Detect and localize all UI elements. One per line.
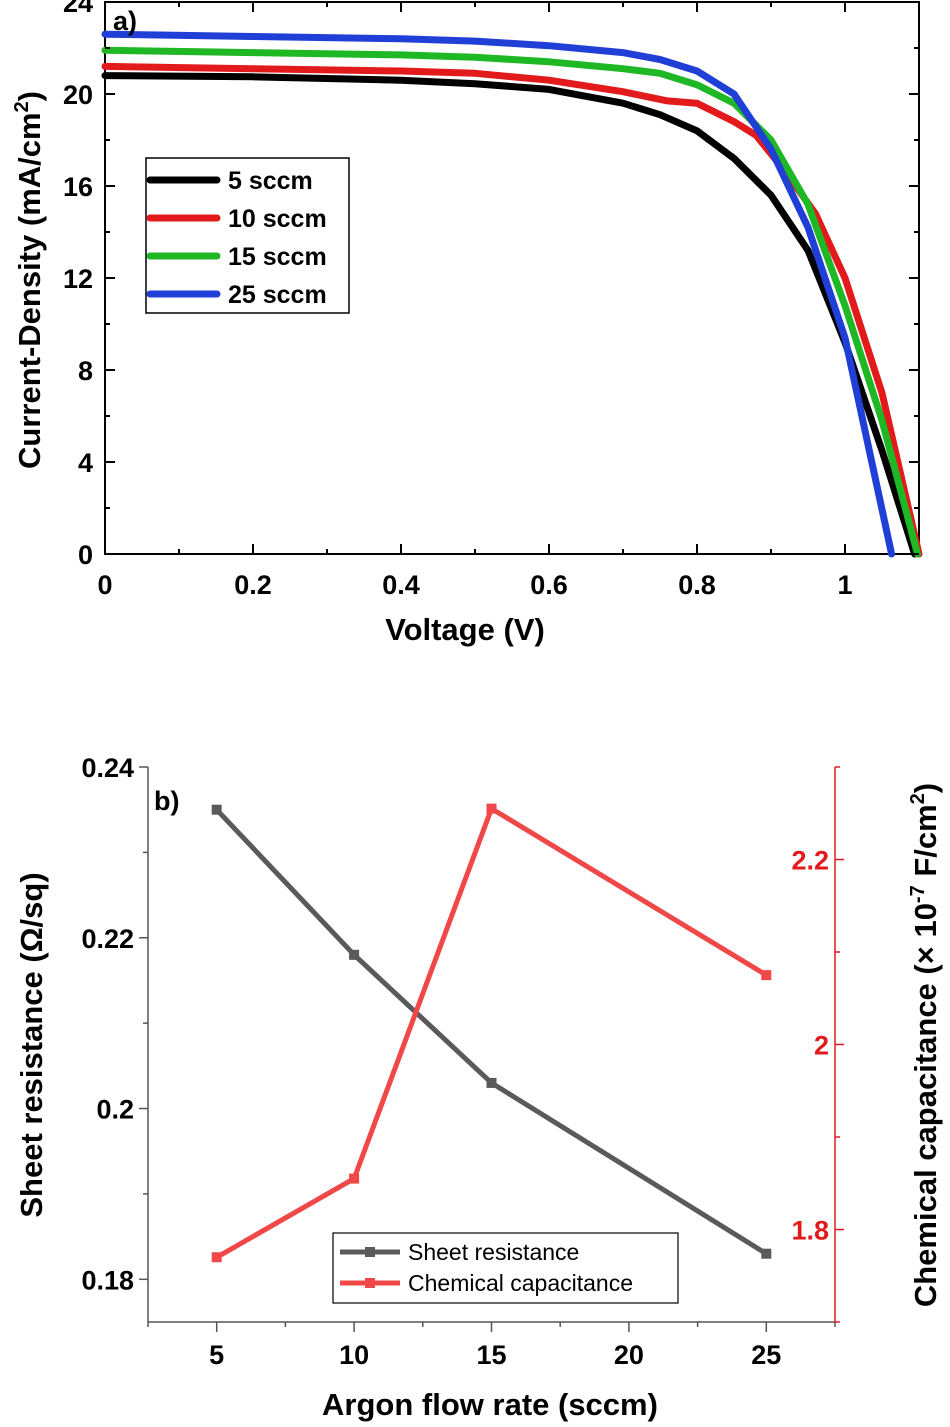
chart-a-y-axis-label: Current-Density (mA/cm2) [11,91,47,469]
chart-b-right-y-tick-label: 1.8 [791,1216,829,1246]
chart-b-left-y-tick-label: 0.18 [81,1265,134,1295]
series-line-chemical-capacitance [215,806,768,1260]
chart-b-x-tick-label: 25 [751,1340,781,1370]
chart-a-y-tick-label: 0 [78,540,93,570]
data-point-sheet-resistance [761,1248,772,1259]
chart-a-y-tick-label: 16 [63,172,93,202]
legend-label-5-sccm: 5 sccm [228,167,313,195]
data-point-chemical-capacitance [486,803,497,814]
chart-b-panel-label: b) [154,786,179,816]
chart-a-legend-box [145,157,350,314]
data-point-sheet-resistance [211,804,222,815]
chart-b-x-tick-label: 10 [339,1340,369,1370]
chart-a-panel-label: a) [113,6,137,36]
chart-b-legend-box [332,1232,679,1304]
chart-a-x-tick-label: 0.6 [530,570,568,600]
chart-b-right-y-tick-label: 2 [814,1031,829,1061]
legend-marker-sheet-resistance [365,1247,375,1257]
legend-label-10-sccm: 10 sccm [228,205,327,233]
chart-b-ticks: 5 10 15 20 25 0.18 0.2 0.22 0.24 1.8 2 2.2 [81,753,844,1370]
series-line-10-sccm [101,62,923,558]
series-line-15-sccm [101,46,921,558]
chart-b-left-y-tick-label: 0.2 [96,1095,134,1125]
chart-b-legend-items: Sheet resistance Chemical capacitance [340,1239,633,1296]
chart-b-right-y-axis-label-sup1: -7 [907,885,929,903]
legend-label-chemical-capacitance: Chemical capacitance [408,1270,633,1296]
data-point-chemical-capacitance [349,1173,360,1184]
chart-a-y-tick-label: 24 [63,0,93,18]
chart-a-x-tick-label: 0.8 [678,570,716,600]
legend-marker-chemical-capacitance [365,1278,375,1288]
chart-a-x-tick-label: 1 [837,570,852,600]
chart-b-left-y-axis-label: Sheet resistance (Ω/sq) [14,872,49,1217]
legend-label-25-sccm: 25 sccm [228,281,327,309]
chart-a-x-ticks: 0 0.2 0.4 0.6 0.8 1 [97,2,853,600]
chart-a-y-tick-label: 8 [78,356,93,386]
chart-a-x-tick-label: 0.4 [382,570,420,600]
chart-b-right-y-axis-label-sup2: 2 [907,793,929,804]
chart-b-left-y-tick-label: 0.22 [81,924,134,954]
data-point-chemical-capacitance [761,970,772,981]
chart-a-y-tick-label: 12 [63,264,93,294]
chart-b-x-tick-label: 15 [476,1340,506,1370]
chart-b-left-y-tick-label: 0.24 [81,753,134,783]
chart-a-y-ticks: 0 4 8 12 16 20 24 [63,0,919,570]
legend-label-15-sccm: 15 sccm [228,243,327,271]
chart-a-legend: 5 sccm 10 sccm 15 sccm 25 sccm [145,157,350,314]
chart-b-right-y-tick-label: 2.2 [791,846,829,876]
legend-label-sheet-resistance: Sheet resistance [408,1239,579,1265]
chart-a-jv-curves: 0 0.2 0.4 0.6 0.8 1 0 4 8 12 16 20 24 a) Voltage (V… [11,0,923,647]
chart-a-x-tick-label: 0.2 [234,570,272,600]
chart-a-legend-items: 5 sccm 10 sccm 15 sccm 25 sccm [146,167,327,309]
chart-a-series-group [101,30,923,558]
chart-b-x-tick-label: 20 [614,1340,644,1370]
chart-b-x-tick-label: 5 [209,1340,224,1370]
series-line-25-sccm [101,30,896,558]
chart-a-x-tick-label: 0 [97,570,112,600]
chart-b-legend: Sheet resistance Chemical capacitance [332,1232,679,1304]
chart-b-x-axis-label: Argon flow rate (sccm) [322,1387,658,1422]
data-point-chemical-capacitance [211,1252,222,1263]
chart-a-y-tick-label: 4 [78,448,93,478]
series-line-5-sccm [101,72,919,558]
data-point-sheet-resistance [349,949,360,960]
chart-b-right-y-axis-label: Chemical capacitance (× 10-7 F/cm2) [907,783,943,1307]
chart-a-y-tick-label: 20 [63,80,93,110]
data-point-sheet-resistance [486,1077,497,1088]
series-line-sheet-resistance [214,807,768,1256]
chart-a-y-axis-label-sup: 2 [11,101,33,112]
chart-b-series-group [211,803,772,1263]
chart-b-flow-rate: 5 10 15 20 25 0.18 0.2 0.22 0.24 1.8 2 2.2 b) Argon… [14,753,943,1422]
chart-a-x-axis-label: Voltage (V) [385,612,545,647]
